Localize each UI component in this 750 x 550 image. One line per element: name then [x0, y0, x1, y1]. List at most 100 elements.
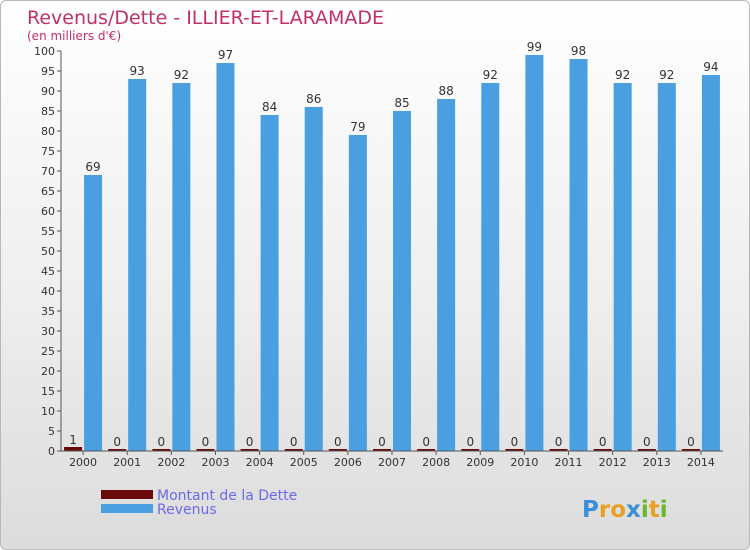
x-tick-label: 2002: [157, 456, 185, 469]
debt-value-label: 0: [202, 435, 210, 449]
debt-value-label: 0: [555, 435, 563, 449]
revenue-bar: [525, 55, 544, 451]
x-tick-label: 2004: [246, 456, 274, 469]
revenue-value-label: 84: [262, 100, 277, 114]
y-tick-label: 100: [34, 45, 55, 58]
debt-bar: [240, 449, 259, 451]
y-tick-label: 50: [41, 245, 55, 258]
revenue-value-label: 92: [659, 68, 674, 82]
debt-bar: [681, 449, 700, 451]
y-tick-label: 95: [41, 65, 55, 78]
revenue-bar: [657, 83, 676, 451]
revenue-bar: [701, 75, 720, 451]
y-tick-label: 40: [41, 285, 55, 298]
x-tick-label: 2000: [69, 456, 97, 469]
debt-value-label: 0: [113, 435, 121, 449]
y-tick-label: 45: [41, 265, 55, 278]
y-tick-label: 0: [48, 445, 55, 458]
debt-bar: [152, 449, 171, 451]
y-tick-label: 25: [41, 345, 55, 358]
revenue-bar: [216, 63, 235, 451]
revenue-bar: [260, 115, 279, 451]
proxiti-logo-text: Proxiti: [582, 497, 668, 523]
legend-swatch: [101, 504, 153, 513]
x-tick-label: 2005: [290, 456, 318, 469]
debt-bar: [549, 449, 568, 451]
x-tick-label: 2003: [201, 456, 229, 469]
revenue-bar: [84, 175, 103, 451]
debt-value-label: 0: [599, 435, 607, 449]
y-tick-label: 70: [41, 165, 55, 178]
revenue-value-label: 92: [174, 68, 189, 82]
revenue-value-label: 93: [130, 64, 145, 78]
revenue-value-label: 98: [571, 44, 586, 58]
x-tick-label: 2013: [643, 456, 671, 469]
x-tick-label: 2014: [687, 456, 715, 469]
x-tick-label: 2006: [334, 456, 362, 469]
revenue-value-label: 94: [703, 60, 718, 74]
y-tick-label: 55: [41, 225, 55, 238]
legend-swatch: [101, 490, 153, 499]
debt-value-label: 0: [422, 435, 430, 449]
x-tick-label: 2009: [466, 456, 494, 469]
debt-value-label: 0: [466, 435, 474, 449]
revenue-value-label: 86: [306, 92, 321, 106]
revenue-value-label: 85: [394, 96, 409, 110]
proxiti-logo: Proxiti: [582, 497, 668, 523]
legend-label: Revenus: [157, 502, 217, 518]
y-tick-label: 75: [41, 145, 55, 158]
revenue-value-label: 99: [527, 40, 542, 54]
debt-value-label: 0: [511, 435, 519, 449]
debt-bar: [108, 449, 127, 451]
revenue-bar: [613, 83, 632, 451]
revenue-value-label: 92: [483, 68, 498, 82]
revenue-value-label: 88: [438, 84, 453, 98]
x-tick-label: 2010: [510, 456, 538, 469]
debt-bar: [64, 447, 83, 451]
revenue-bar: [172, 83, 191, 451]
debt-value-label: 0: [687, 435, 695, 449]
revenue-bar: [304, 107, 323, 451]
y-tick-label: 15: [41, 385, 55, 398]
revenue-bar: [128, 79, 147, 451]
x-tick-label: 2011: [555, 456, 583, 469]
y-tick-label: 10: [41, 405, 55, 418]
y-tick-label: 85: [41, 105, 55, 118]
revenue-value-label: 79: [350, 120, 365, 134]
revenue-value-label: 97: [218, 48, 233, 62]
y-axis: 0 5 10 15 20 25 30 35 40 45 50 55 60 65 70 75 80 85 90 95 10…: [34, 45, 62, 458]
debt-value-label: 0: [290, 435, 298, 449]
debt-value-label: 0: [643, 435, 651, 449]
debt-bar: [505, 449, 524, 451]
revenue-bar: [481, 83, 500, 451]
y-tick-label: 80: [41, 125, 55, 138]
chart-title: Revenus/Dette - ILLIER-ET-LARAMADE: [27, 7, 384, 29]
x-axis: 2000 2001 2002 2003 2004 2005 2006 2007 2008 2009…: [61, 450, 723, 469]
x-tick-label: 2001: [113, 456, 141, 469]
legend-label: Montant de la Dette: [157, 488, 297, 504]
debt-bar: [196, 449, 215, 451]
y-tick-label: 30: [41, 325, 55, 338]
revenue-bar: [348, 135, 367, 451]
chart-subtitle: (en milliers d'€): [27, 29, 121, 43]
y-tick-label: 20: [41, 365, 55, 378]
debt-value-label: 0: [378, 435, 386, 449]
revenue-bar: [569, 59, 588, 451]
debt-bar: [284, 449, 303, 451]
debt-value-label: 1: [69, 433, 77, 447]
debt-bar: [328, 449, 347, 451]
revenue-bar: [437, 99, 456, 451]
revenue-bar: [393, 111, 411, 451]
debt-value-label: 0: [158, 435, 166, 449]
revenue-value-label: 92: [615, 68, 630, 82]
y-tick-label: 65: [41, 185, 55, 198]
y-tick-label: 90: [41, 85, 55, 98]
revenue-value-label: 69: [85, 160, 100, 174]
x-tick-label: 2007: [378, 456, 406, 469]
y-tick-label: 5: [48, 425, 55, 438]
y-tick-label: 35: [41, 305, 55, 318]
debt-bar: [593, 449, 612, 451]
